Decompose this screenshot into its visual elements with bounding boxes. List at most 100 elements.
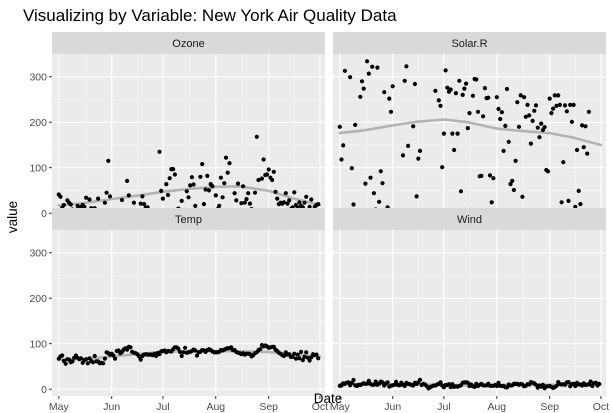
data-point — [498, 116, 503, 122]
data-point — [222, 181, 227, 186]
data-point — [540, 382, 546, 387]
trend-line-solar-r — [338, 118, 603, 147]
data-point — [261, 157, 266, 162]
data-point — [227, 161, 232, 166]
data-point — [157, 149, 162, 154]
data-point — [494, 383, 499, 389]
data-point — [205, 173, 210, 178]
data-point — [382, 90, 387, 95]
data-point — [402, 78, 407, 83]
data-point — [556, 93, 561, 98]
data-point — [244, 197, 249, 202]
data-point — [576, 188, 581, 193]
data-point — [562, 103, 568, 108]
data-point — [160, 196, 165, 201]
y-tick-label: 200 — [29, 293, 47, 305]
x-tick-label: Jun — [384, 401, 401, 413]
data-point — [58, 194, 63, 199]
data-point — [443, 68, 448, 73]
data-point — [494, 95, 499, 100]
data-point — [254, 134, 259, 139]
x-tick-label: Sep — [540, 401, 559, 413]
data-point — [479, 173, 484, 178]
data-point — [487, 173, 493, 178]
data-point — [183, 345, 188, 350]
facet-strip-label: Ozone — [172, 38, 204, 50]
data-point — [167, 176, 172, 181]
data-point — [583, 124, 588, 129]
data-point — [87, 197, 92, 202]
facet-wind: Wind — [333, 208, 606, 396]
data-point — [359, 79, 365, 84]
data-point — [164, 182, 169, 187]
data-point — [177, 349, 183, 354]
data-point — [588, 379, 593, 384]
data-point — [70, 359, 75, 364]
data-point — [63, 361, 68, 366]
data-point — [452, 147, 457, 153]
facet-temp: Temp — [52, 208, 325, 396]
data-point — [557, 102, 563, 107]
data-point — [259, 176, 264, 181]
data-point — [131, 200, 136, 205]
y-tick-label: 100 — [29, 338, 47, 350]
data-point — [78, 356, 84, 361]
data-point — [290, 354, 295, 359]
data-point — [302, 200, 307, 205]
data-point — [573, 204, 578, 209]
data-point — [441, 131, 446, 136]
data-point — [417, 148, 423, 153]
data-point — [520, 194, 525, 199]
data-point — [119, 197, 125, 203]
data-point — [522, 95, 527, 100]
data-point — [467, 111, 472, 116]
data-point — [203, 187, 208, 192]
data-point — [528, 141, 534, 146]
data-point — [68, 202, 73, 207]
data-point — [564, 109, 569, 114]
data-point — [361, 86, 366, 91]
data-point — [448, 87, 453, 92]
data-point — [154, 353, 159, 359]
data-point — [223, 155, 229, 160]
facet-strip-ozone — [52, 32, 325, 54]
facet-panel-background — [333, 230, 606, 396]
data-point — [307, 358, 312, 363]
data-point — [371, 191, 376, 196]
data-point — [406, 143, 411, 148]
data-point — [581, 145, 586, 150]
facet-ozone: Ozone — [52, 32, 325, 220]
data-point — [271, 169, 276, 174]
data-point — [586, 109, 592, 114]
data-point — [309, 355, 314, 360]
data-point — [184, 189, 189, 194]
data-point — [373, 379, 378, 384]
data-point — [194, 353, 200, 358]
data-point — [470, 93, 475, 98]
data-point — [297, 200, 302, 205]
y-tick-label: 300 — [29, 247, 47, 259]
data-point — [450, 131, 455, 136]
data-point — [417, 377, 423, 382]
facet-panel-background — [333, 54, 606, 220]
data-point — [314, 352, 319, 357]
data-point — [138, 357, 143, 362]
data-point — [126, 193, 131, 198]
data-point — [573, 383, 578, 389]
data-point — [475, 109, 481, 114]
facet-strip-solar-r — [333, 32, 606, 54]
data-point — [140, 194, 145, 199]
data-point — [171, 167, 176, 172]
data-point — [348, 75, 353, 80]
data-point — [371, 382, 376, 387]
data-point — [60, 353, 65, 358]
data-point — [433, 88, 438, 93]
data-point — [339, 157, 344, 162]
data-point — [176, 346, 181, 351]
data-point — [232, 191, 237, 196]
data-point — [287, 198, 292, 203]
data-point — [90, 360, 95, 365]
data-point — [113, 356, 118, 361]
data-point — [302, 354, 307, 359]
